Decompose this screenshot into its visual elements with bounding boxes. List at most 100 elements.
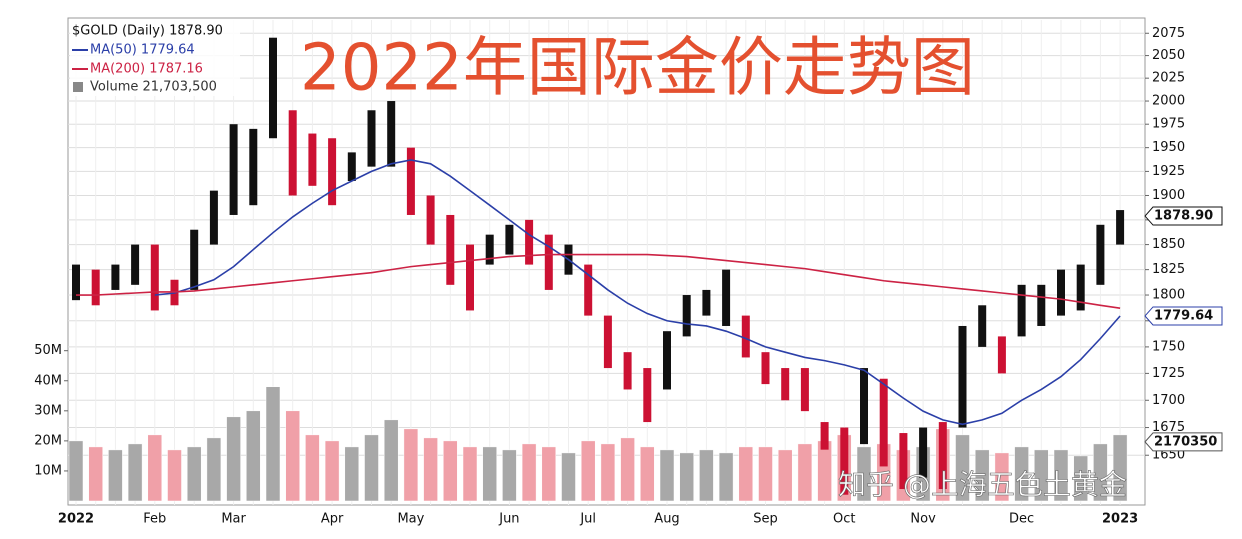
y-tick-label: 1700 (1152, 393, 1185, 408)
volume-bar (758, 446, 773, 502)
volume-bar (265, 386, 281, 502)
volume-bar (502, 449, 517, 502)
volume-bar (285, 410, 300, 502)
legend-label: MA(200) 1787.16 (90, 62, 203, 77)
price-range (209, 190, 218, 245)
price-range (485, 234, 494, 265)
volume-bar (246, 410, 261, 502)
price-range (682, 295, 691, 337)
price-range (761, 352, 770, 385)
axes: 1650167517001725175017751800182518501875… (34, 26, 1223, 527)
value-tag-label: 1878.90 (1154, 209, 1213, 224)
ma-line (154, 159, 1121, 426)
x-tick-label: Mar (221, 512, 246, 527)
price-range (466, 244, 474, 311)
volume-bar (68, 440, 84, 502)
legend-box (70, 20, 240, 96)
volume-bar (521, 443, 537, 502)
price-range (544, 234, 553, 290)
x-tick-label: Dec (1009, 512, 1034, 527)
price-range (347, 152, 356, 182)
price-range (643, 368, 652, 423)
legend-title: $GOLD (Daily) 1878.90 (72, 24, 223, 39)
price-range (328, 138, 337, 206)
price-range (308, 133, 317, 186)
volume-bar (344, 446, 360, 502)
x-tick-label: Oct (833, 512, 855, 527)
x-tick-label: Jun (498, 512, 519, 527)
y-tick-label: 2000 (1152, 94, 1185, 109)
y-tick-label: 1750 (1152, 339, 1185, 354)
value-tag-label: 2170350 (1154, 434, 1217, 449)
watermark: 知乎 @上海五色土黄金 (838, 468, 1127, 501)
volume-bar (994, 452, 1010, 502)
volume-bar (147, 434, 163, 502)
y-tick-label: 1925 (1152, 164, 1185, 179)
volume-bar (127, 443, 143, 502)
price-range (229, 124, 238, 215)
volume-bar (659, 449, 675, 502)
legend-label: Volume 21,703,500 (90, 80, 217, 95)
price-range (899, 433, 908, 490)
volume-bar (738, 446, 754, 502)
x-tick-label: Nov (910, 512, 936, 527)
volume-bar (383, 419, 399, 502)
volume-tick-label: 10M (34, 463, 62, 478)
legend: $GOLD (Daily) 1878.90 MA(50) 1779.64 MA(… (70, 20, 240, 96)
volume-bar (699, 449, 714, 502)
volume-bar (1073, 455, 1088, 502)
ma-layer (76, 159, 1121, 426)
price-range (131, 244, 140, 285)
volume-bar (541, 446, 557, 502)
y-tick-label: 1675 (1152, 420, 1185, 435)
volume-bar (679, 452, 694, 502)
price-range (367, 110, 376, 167)
value-tag-box (1144, 206, 1223, 226)
price-range (1057, 269, 1065, 316)
volume-bar (718, 452, 734, 502)
volume-bar (1034, 449, 1049, 502)
volume-bar (1112, 434, 1128, 502)
x-tick-label: Sep (753, 512, 778, 527)
ma-line (76, 253, 1121, 310)
volume-bar (167, 449, 182, 502)
price-range (800, 368, 809, 412)
volume-bar (1093, 443, 1108, 502)
volume-bar (777, 449, 793, 502)
price-range (91, 269, 100, 306)
y-tick-label: 2025 (1152, 71, 1185, 86)
volume-tick-label: 50M (34, 343, 62, 358)
volume-bar (305, 434, 320, 502)
price-range (525, 219, 534, 265)
legend-label: MA(50) 1779.64 (90, 43, 195, 58)
price-range (781, 368, 790, 401)
volume-bar (206, 437, 222, 502)
price-range (387, 101, 396, 167)
volume-layer (68, 386, 1128, 502)
price-range (938, 422, 947, 490)
x-tick-label: 2022 (58, 512, 94, 527)
volume-bar (856, 446, 872, 502)
y-tick-label: 1850 (1152, 237, 1185, 252)
volume-bar (561, 452, 576, 502)
volume-bar (186, 446, 202, 502)
price-range (1096, 224, 1105, 285)
volume-bar (600, 443, 616, 502)
price-range (879, 378, 888, 467)
x-tick-label: Jul (579, 512, 596, 527)
x-tick-label: Aug (654, 512, 679, 527)
y-tick-label: 1825 (1152, 262, 1185, 277)
price-range (623, 352, 632, 390)
price-range (1116, 210, 1125, 245)
price-range (288, 110, 297, 196)
price-range (919, 427, 928, 478)
volume-bar (1014, 446, 1029, 502)
volume-bar (226, 416, 241, 502)
volume-bar (640, 446, 655, 502)
x-tick-label: May (397, 512, 424, 527)
price-range (663, 331, 671, 390)
price-range (406, 147, 415, 215)
y-tick-label: 2075 (1152, 26, 1185, 41)
price-range (150, 244, 159, 311)
